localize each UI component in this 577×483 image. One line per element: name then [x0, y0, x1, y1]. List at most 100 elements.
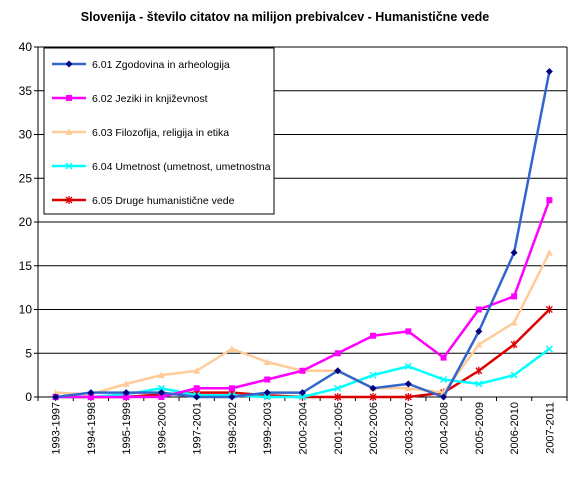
data-point — [52, 393, 60, 401]
marker-shape — [440, 393, 448, 401]
data-point — [158, 394, 165, 400]
marker-shape — [545, 68, 553, 75]
data-point — [404, 393, 412, 401]
legend-item: 6.03 Filozofija, religija in etika — [52, 127, 229, 139]
legend-label: 6.03 Filozofija, religija in etika — [92, 127, 229, 139]
chart-title: Slovenija - število citatov na milijon p… — [81, 10, 490, 24]
marker-shape — [334, 384, 342, 392]
data-point — [334, 393, 342, 401]
legend-marker — [65, 60, 73, 68]
marker-shape — [157, 371, 165, 379]
data-point — [545, 68, 553, 75]
x-tick-label: 2000-2004 — [298, 402, 310, 455]
marker-shape — [475, 366, 483, 375]
marker-shape — [545, 345, 553, 353]
marker-shape — [66, 95, 72, 101]
marker-shape — [510, 371, 518, 379]
data-point — [545, 249, 553, 256]
marker-shape — [334, 350, 341, 357]
legend-label: 6.02 Jeziki in književnost — [92, 93, 208, 105]
marker-shape — [369, 393, 377, 401]
data-point — [404, 384, 412, 392]
data-point — [157, 371, 165, 379]
marker-shape — [405, 328, 412, 335]
y-tick-label: 0 — [25, 390, 32, 404]
data-point — [299, 389, 306, 397]
marker-shape — [122, 389, 130, 397]
marker-shape — [511, 293, 518, 300]
data-point — [545, 345, 553, 353]
y-tick-label: 15 — [19, 259, 33, 273]
marker-shape — [510, 249, 518, 257]
x-tick-label: 2001-2005 — [333, 402, 345, 455]
data-point — [475, 380, 483, 388]
legend-label: 6.05 Druge humanistične vede — [92, 195, 235, 207]
data-point — [475, 366, 483, 375]
marker-shape — [334, 393, 342, 401]
marker-shape — [65, 60, 73, 68]
marker-shape — [298, 393, 307, 401]
marker-shape — [475, 327, 483, 335]
x-tick-label: 1993-1997 — [51, 402, 63, 455]
data-point — [369, 384, 377, 392]
legend-marker — [65, 196, 73, 204]
marker-shape — [404, 380, 412, 388]
legend-item: 6.05 Druge humanistične vede — [52, 195, 235, 207]
data-point — [157, 384, 165, 392]
x-tick-label: 1999-2003 — [262, 402, 274, 455]
legend-item: 6.04 Umetnost (umetnost, umetnostna — [52, 161, 271, 173]
data-point — [545, 305, 553, 314]
legend-label: 6.04 Umetnost (umetnost, umetnostna — [92, 161, 271, 173]
marker-shape — [65, 162, 73, 170]
y-tick-label: 5 — [25, 346, 32, 360]
marker-shape — [193, 393, 201, 401]
marker-shape — [228, 345, 236, 352]
marker-shape — [65, 196, 73, 204]
data-point — [87, 389, 95, 397]
marker-shape — [263, 358, 271, 365]
x-tick-label: 2004-2008 — [439, 402, 451, 455]
marker-shape — [546, 197, 553, 204]
marker-shape — [475, 306, 482, 313]
x-tick-label: 1998-2002 — [227, 402, 239, 455]
series-3 — [52, 249, 553, 398]
data-point — [263, 389, 271, 397]
marker-shape — [87, 394, 94, 400]
marker-shape — [510, 340, 518, 349]
data-point — [193, 367, 201, 374]
marker-shape — [122, 380, 130, 387]
marker-shape — [475, 341, 483, 348]
legend-marker — [65, 162, 73, 170]
data-point — [404, 362, 412, 370]
marker-shape — [264, 376, 271, 383]
y-tick-label: 25 — [19, 171, 33, 185]
data-point — [511, 293, 518, 300]
marker-shape — [65, 128, 73, 135]
x-tick-label: 2006-2010 — [509, 402, 521, 455]
data-point — [123, 394, 130, 400]
data-point — [122, 380, 130, 387]
data-point — [369, 371, 377, 379]
marker-shape — [404, 393, 412, 401]
data-point — [404, 380, 412, 388]
marker-shape — [334, 367, 342, 375]
y-tick-label: 40 — [19, 40, 33, 54]
data-point — [264, 376, 271, 383]
legend-marker — [66, 95, 72, 101]
marker-shape — [545, 249, 553, 256]
data-point — [475, 341, 483, 348]
data-point — [510, 319, 518, 326]
marker-shape — [545, 305, 553, 314]
data-point — [440, 375, 448, 384]
data-point — [405, 328, 412, 335]
data-point — [299, 367, 306, 374]
data-point — [263, 393, 271, 401]
marker-shape — [193, 385, 200, 392]
x-tick-label: 1995-1999 — [121, 402, 133, 455]
y-tick-label: 10 — [19, 303, 33, 317]
data-point — [510, 371, 518, 379]
marker-shape — [475, 380, 483, 388]
data-point — [334, 350, 341, 357]
x-tick-label: 1994-1998 — [86, 402, 98, 455]
